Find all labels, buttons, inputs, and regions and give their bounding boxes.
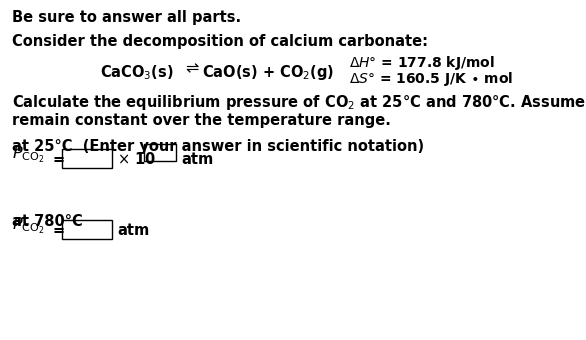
Bar (62, 220, 112, 239)
Text: $\times$ 10: $\times$ 10 (117, 151, 156, 167)
Text: =: = (53, 152, 65, 167)
Text: Calculate the equilibrium pressure of CO$_2$ at 25°C and 780°C. Assume the $\Del: Calculate the equilibrium pressure of CO… (12, 92, 586, 112)
Text: at 780°C: at 780°C (12, 214, 83, 229)
Text: $\Delta H°$ = 177.8 kJ/mol: $\Delta H°$ = 177.8 kJ/mol (349, 54, 495, 72)
Text: CaO(s) + CO$_2$(g): CaO(s) + CO$_2$(g) (202, 63, 335, 82)
Bar (62, 149, 112, 168)
Text: at 25°C  (Enter your answer in scientific notation): at 25°C (Enter your answer in scientific… (12, 139, 424, 154)
Text: $P_{\mathrm{CO_2}}$: $P_{\mathrm{CO_2}}$ (12, 216, 45, 236)
Text: $P_{\mathrm{CO_2}}$: $P_{\mathrm{CO_2}}$ (12, 144, 45, 165)
Text: remain constant over the temperature range.: remain constant over the temperature ran… (12, 113, 391, 128)
Text: atm: atm (117, 223, 149, 238)
Text: Consider the decomposition of calcium carbonate:: Consider the decomposition of calcium ca… (12, 34, 428, 49)
Text: CaCO$_3$(s): CaCO$_3$(s) (100, 63, 173, 82)
Text: Be sure to answer all parts.: Be sure to answer all parts. (12, 10, 241, 25)
Text: $\rightleftharpoons$: $\rightleftharpoons$ (182, 61, 199, 76)
Bar (144, 143, 176, 160)
Text: $\Delta S°$ = 160.5 J/K $\bullet$ mol: $\Delta S°$ = 160.5 J/K $\bullet$ mol (349, 70, 513, 88)
Text: =: = (53, 223, 65, 238)
Text: atm: atm (182, 152, 214, 167)
